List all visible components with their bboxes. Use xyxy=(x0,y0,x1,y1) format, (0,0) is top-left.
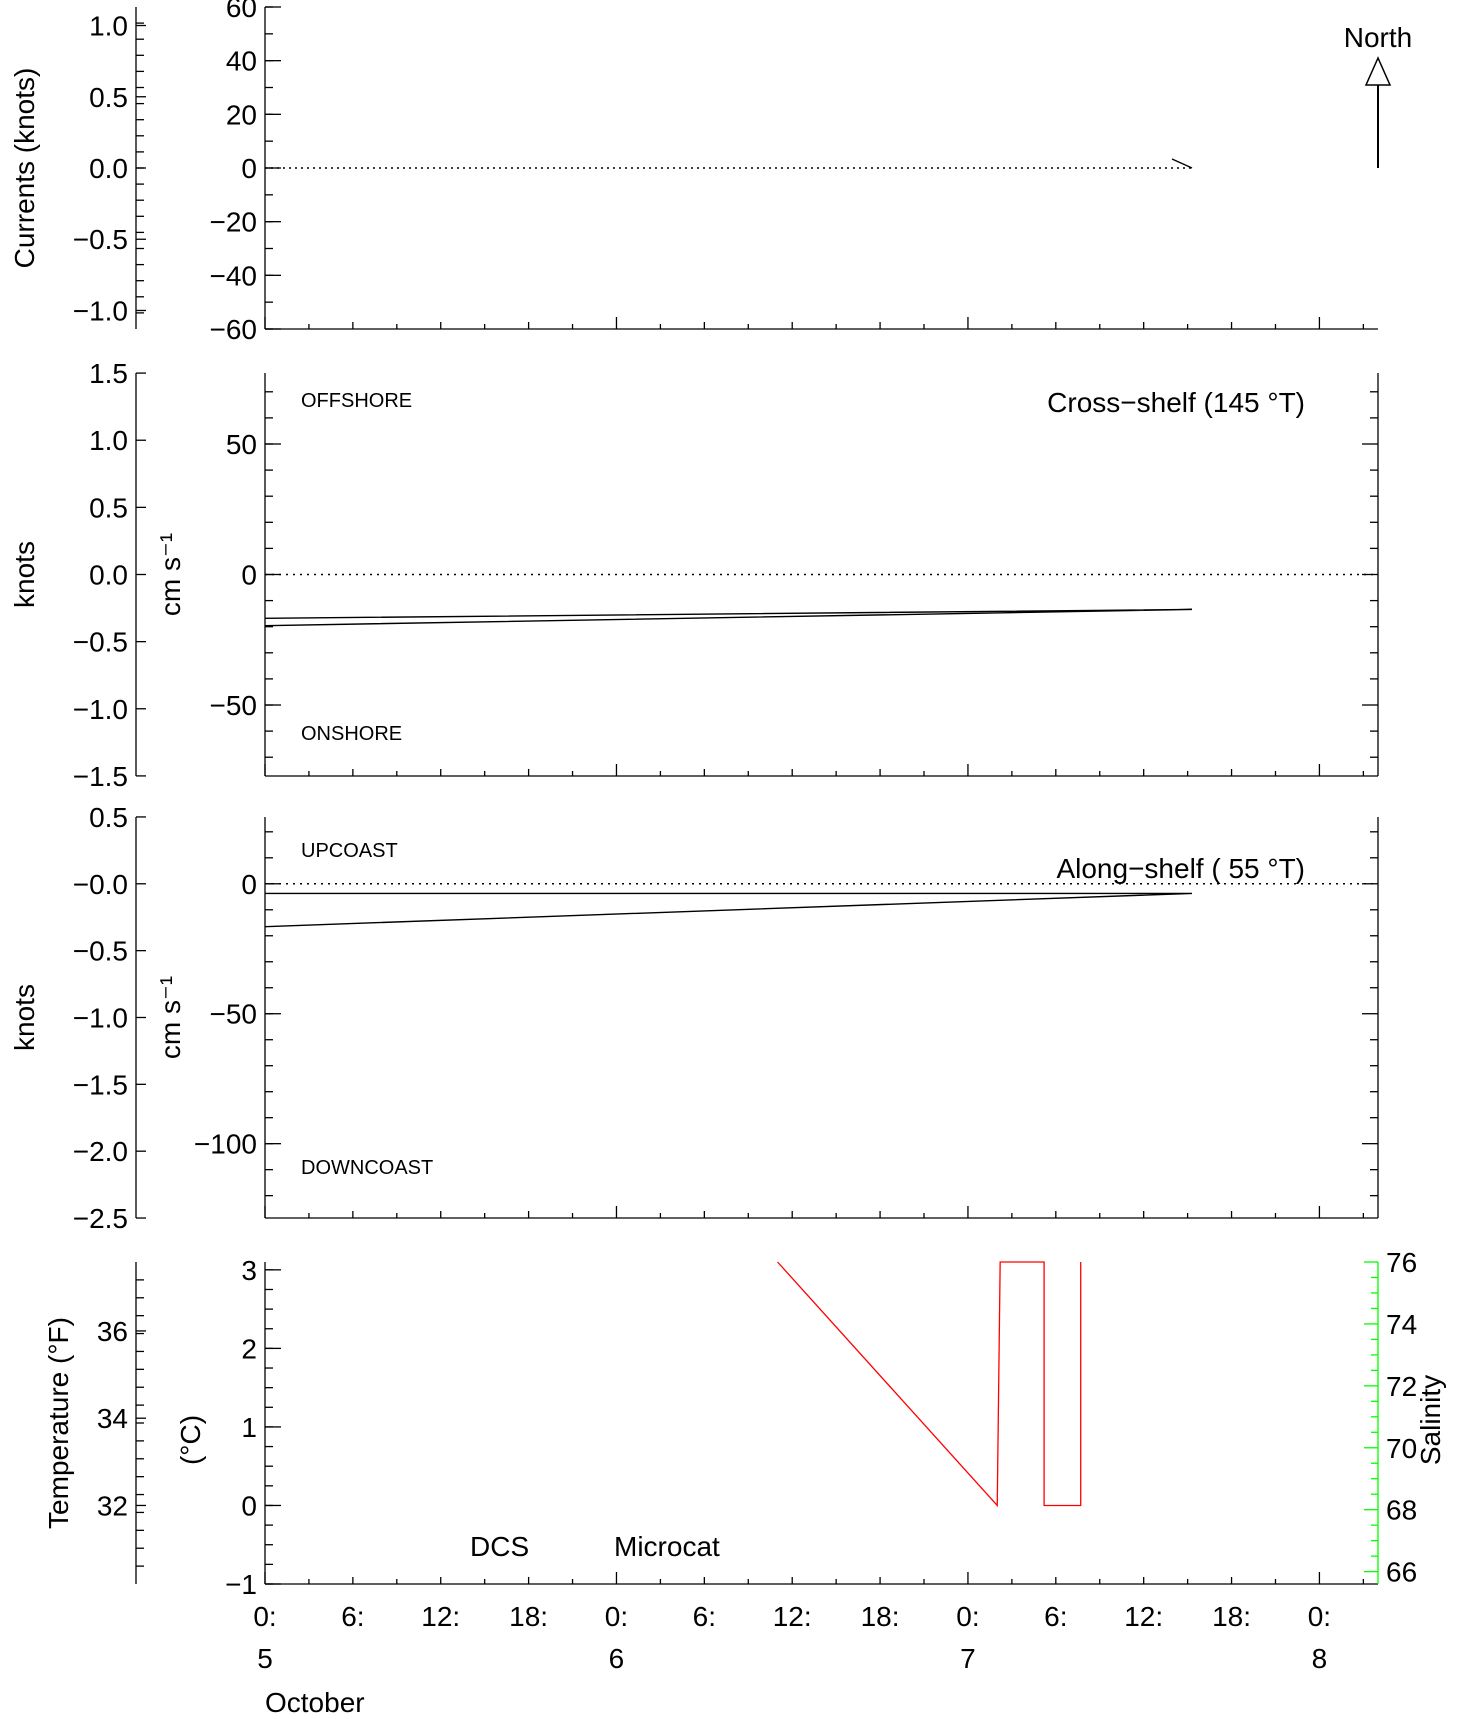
inner-axis-tick-label: 3 xyxy=(241,1255,257,1286)
salinity-axis-tick-label: 72 xyxy=(1386,1371,1417,1402)
left-axis-tick-label: −1.5 xyxy=(73,761,128,792)
inner-axis-tick-label: −60 xyxy=(210,314,258,345)
left-axis-tick-label: −2.0 xyxy=(73,1136,128,1167)
left-axis-tick-label: 0.5 xyxy=(89,802,128,833)
left-axis-tick-label: 0.5 xyxy=(89,492,128,523)
series-line xyxy=(264,892,1193,928)
left-axis-tick-label: −1.0 xyxy=(73,295,128,326)
x-tick-label: 0: xyxy=(253,1601,276,1632)
legend-dcs: DCS xyxy=(470,1531,529,1562)
y2-axis-title: cm s⁻¹ xyxy=(155,976,186,1059)
inner-axis-tick-label: −1 xyxy=(225,1569,257,1600)
inner-axis-tick-label: 2 xyxy=(241,1333,257,1364)
x-day-label: 5 xyxy=(257,1643,273,1674)
time-axis-labels: 0: 6: 12: 18: 0: 6: 12: 18: 0: 6: 12: 18: 0: 5 6 7 8 Octo… xyxy=(253,1601,1331,1718)
left-axis-tick-label: 0.5 xyxy=(89,82,128,113)
legend-microcat: Microcat xyxy=(614,1531,720,1562)
left-axis-tick-label: −1.5 xyxy=(73,1069,128,1100)
microcat-temperature-line xyxy=(777,1261,1082,1508)
x-tick-label: 6: xyxy=(693,1601,716,1632)
panel-title: Cross−shelf (145 °T) xyxy=(1047,387,1305,418)
salinity-axis-title: Salinity xyxy=(1415,1375,1446,1465)
bottom-direction-label: DOWNCOAST xyxy=(301,1157,433,1179)
left-axis-tick-label: −1.0 xyxy=(73,694,128,725)
x-tick-label: 18: xyxy=(861,1601,900,1632)
x-day-label: 6 xyxy=(609,1643,625,1674)
inner-axis-tick-label: 0 xyxy=(241,1490,257,1521)
left-axis-tick-label: −0.5 xyxy=(73,224,128,255)
y-axis-title: Currents (knots) xyxy=(9,68,40,269)
left-axis-tick-label: 32 xyxy=(97,1490,128,1521)
current-vector-stick xyxy=(1171,158,1193,169)
salinity-axis-tick-label: 70 xyxy=(1386,1433,1417,1464)
inner-axis-tick-label: 1 xyxy=(241,1412,257,1443)
salinity-axis-tick-label: 68 xyxy=(1386,1495,1417,1526)
x-tick-label: 18: xyxy=(1212,1601,1251,1632)
y-axis-title: Temperature (°F) xyxy=(43,1317,74,1529)
x-tick-label: 0: xyxy=(605,1601,628,1632)
left-axis-tick-label: −0.5 xyxy=(73,627,128,658)
left-axis-tick-label: 0.0 xyxy=(89,153,128,184)
x-day-label: 7 xyxy=(960,1643,976,1674)
inner-axis-tick-label: −50 xyxy=(210,690,258,721)
x-tick-label: 12: xyxy=(1124,1601,1163,1632)
x-tick-label: 12: xyxy=(421,1601,460,1632)
inner-axis-tick-label: −40 xyxy=(210,260,258,291)
panel-cross-shelf: 1.5 1.0 0.5 0.0 −0.5 −1.0 −1.5 50 0 −50 knots cm s⁻… xyxy=(9,358,1379,792)
north-label: North xyxy=(1344,22,1412,53)
left-axis-tick-label: 1.5 xyxy=(89,358,128,389)
north-arrow-head xyxy=(1364,56,1392,86)
x-month-label: October xyxy=(265,1687,365,1718)
x-tick-label: 0: xyxy=(956,1601,979,1632)
inner-axis-tick-label: 0 xyxy=(241,560,257,591)
left-axis-tick-label: 1.0 xyxy=(89,425,128,456)
panel-along-shelf: 0.5 −0.0 −0.5 −1.0 −1.5 −2.0 −2.5 0 −50 −100 knots… xyxy=(9,802,1379,1234)
inner-axis-tick-label: 50 xyxy=(226,429,257,460)
salinity-axis-tick-label: 76 xyxy=(1386,1247,1417,1278)
x-tick-label: 18: xyxy=(509,1601,548,1632)
bottom-direction-label: ONSHORE xyxy=(301,723,402,745)
left-axis-tick-label: 1.0 xyxy=(89,11,128,42)
inner-axis-tick-label: −50 xyxy=(210,999,258,1030)
y-axis-title: knots xyxy=(9,984,40,1051)
x-tick-label: 0: xyxy=(1308,1601,1331,1632)
panel-title: Along−shelf ( 55 °T) xyxy=(1056,853,1305,884)
left-axis-tick-label: 0.0 xyxy=(89,560,128,591)
x-tick-label: 6: xyxy=(341,1601,364,1632)
y2-axis-title: (°C) xyxy=(175,1415,206,1465)
inner-axis-tick-label: 20 xyxy=(226,99,257,130)
inner-axis-tick-label: −20 xyxy=(210,207,258,238)
salinity-axis-tick-label: 74 xyxy=(1386,1309,1417,1340)
y-axis-title: knots xyxy=(9,541,40,608)
series-line xyxy=(264,608,1193,627)
left-axis-tick-label: −2.5 xyxy=(73,1203,128,1234)
x-tick-label: 12: xyxy=(773,1601,812,1632)
left-axis-tick-label: −1.0 xyxy=(73,1002,128,1033)
top-direction-label: OFFSHORE xyxy=(301,390,412,412)
x-day-label: 8 xyxy=(1312,1643,1328,1674)
x-tick-label: 6: xyxy=(1044,1601,1067,1632)
left-axis-tick-label: −0.0 xyxy=(73,869,128,900)
top-direction-label: UPCOAST xyxy=(301,840,398,862)
inner-axis-tick-label: 40 xyxy=(226,46,257,77)
inner-axis-tick-label: 0 xyxy=(241,153,257,184)
inner-axis-tick-label: −100 xyxy=(194,1129,257,1160)
panel-currents-vector: 1.0 0.5 0.0 −0.5 −1.0 60 40 20 0 −20 −40 −60 Current… xyxy=(9,0,1412,345)
left-axis-tick-label: 36 xyxy=(97,1316,128,1347)
left-axis-tick-label: 34 xyxy=(97,1403,128,1434)
inner-axis-tick-label: 60 xyxy=(226,0,257,23)
y2-axis-title: cm s⁻¹ xyxy=(155,533,186,616)
left-axis-tick-label: −0.5 xyxy=(73,936,128,967)
inner-axis-tick-label: 0 xyxy=(241,869,257,900)
salinity-axis-tick-label: 66 xyxy=(1386,1557,1417,1588)
